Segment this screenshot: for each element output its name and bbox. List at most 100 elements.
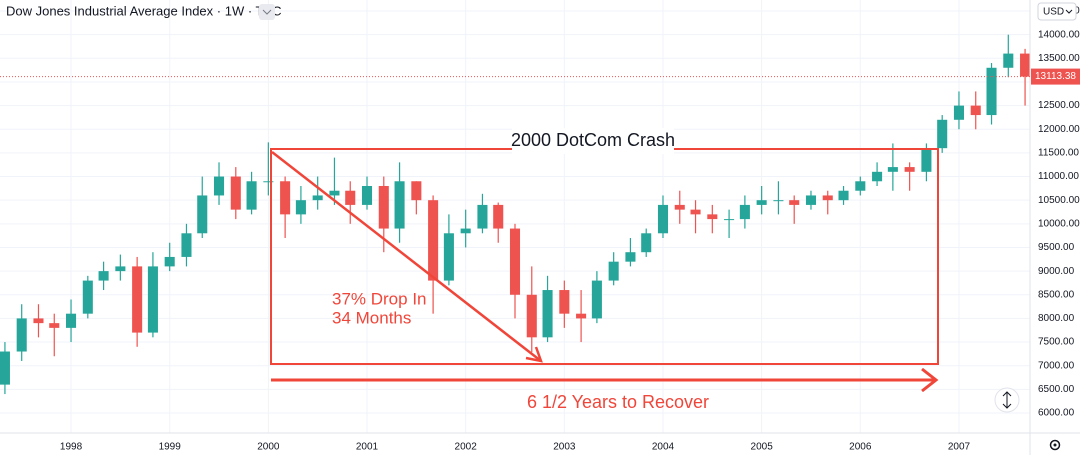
settings-button[interactable] xyxy=(1049,439,1061,451)
annotation-title: 2000 DotCom Crash xyxy=(511,130,675,150)
x-tick-label: 2000 xyxy=(257,442,280,453)
candle-body xyxy=(33,318,44,324)
x-tick-label: 2003 xyxy=(553,442,576,453)
candle-body xyxy=(443,233,454,281)
candle-body xyxy=(690,209,701,215)
chart-title: Dow Jones Industrial Average Index · 1W … xyxy=(6,3,282,18)
currency-caret xyxy=(1065,9,1073,14)
candle-body xyxy=(428,200,439,281)
candle-body xyxy=(904,167,915,172)
y-tick-label: 11000.00 xyxy=(1038,171,1079,182)
y-tick-label: 10000.00 xyxy=(1038,218,1080,229)
x-tick-label: 2007 xyxy=(948,442,971,453)
candle-body xyxy=(789,200,800,205)
x-tick-label: 2004 xyxy=(652,442,675,453)
candle-body xyxy=(838,190,849,201)
currency-button[interactable] xyxy=(1037,2,1077,21)
candle-body xyxy=(641,233,652,253)
candle-body xyxy=(49,323,60,328)
candle-body xyxy=(608,261,619,281)
candle-body xyxy=(872,171,883,182)
candle-body xyxy=(263,181,274,183)
candle-body xyxy=(164,256,175,267)
candle-body xyxy=(394,181,405,229)
candle-body xyxy=(460,228,471,234)
candle-body xyxy=(739,204,750,220)
candle-body xyxy=(1020,53,1031,77)
drop-arrowhead xyxy=(525,346,543,363)
candle-body xyxy=(657,204,669,234)
y-tick-label: 8500.00 xyxy=(1038,289,1075,300)
y-tick-label: 10500.00 xyxy=(1038,195,1080,206)
x-tick-label: 2005 xyxy=(751,442,774,453)
candle-body xyxy=(213,176,225,196)
candle-body xyxy=(230,176,241,210)
candle-body xyxy=(16,318,27,352)
y-tick-label: 9500.00 xyxy=(1038,242,1075,253)
candle-body xyxy=(773,200,784,202)
candle-body xyxy=(576,313,587,319)
annotation-months: 34 Months xyxy=(332,308,411,327)
currency: USD xyxy=(1043,7,1064,18)
settings-dot xyxy=(1053,443,1057,447)
annotation-recovery: 6 1/2 Years to Recover xyxy=(527,392,709,412)
candle-body xyxy=(724,219,735,221)
candle-body xyxy=(98,271,109,281)
candle-body xyxy=(822,195,833,201)
candle-body xyxy=(921,148,932,172)
candle-body xyxy=(493,204,504,229)
candle-body xyxy=(855,181,866,191)
y-tick-label: 12500.00 xyxy=(1038,100,1080,111)
y-tick-label: 11500.00 xyxy=(1038,148,1079,159)
recovery-arrowhead xyxy=(921,367,939,393)
y-tick-label: 13500.00 xyxy=(1038,53,1080,64)
candles xyxy=(0,34,1031,395)
y-tick-label: 14000.00 xyxy=(1038,29,1080,40)
y-tick-label: 8000.00 xyxy=(1038,313,1075,324)
candle-body xyxy=(82,280,93,314)
annotation-drop: 37% Drop In xyxy=(332,289,427,308)
price-tag: 13113.38 xyxy=(0,68,1080,85)
candle-body xyxy=(197,195,208,234)
x-tick-label: 2001 xyxy=(356,442,379,453)
candle-body xyxy=(378,185,389,229)
crash-box xyxy=(270,148,939,365)
x-tick-label: 2006 xyxy=(849,442,872,453)
scroll-icon xyxy=(1002,391,1012,409)
collapse-icon xyxy=(262,9,272,15)
y-tick-label: 9000.00 xyxy=(1038,266,1075,277)
candle-body xyxy=(345,190,356,205)
candle-body xyxy=(542,290,553,338)
candle-body xyxy=(674,204,685,210)
y-tick-label: 7500.00 xyxy=(1038,337,1075,348)
y-tick-label: 6000.00 xyxy=(1038,408,1075,419)
candle-body xyxy=(361,185,373,205)
candle-body xyxy=(246,181,257,210)
candle-body xyxy=(1003,53,1014,68)
candle-body xyxy=(756,200,767,205)
grid xyxy=(0,0,1030,433)
x-tick-label: 2002 xyxy=(455,442,478,453)
candle-body xyxy=(411,181,422,201)
candle-body xyxy=(937,119,948,149)
candle-body xyxy=(509,228,521,295)
last-price-box xyxy=(1031,68,1080,85)
collapse-button[interactable] xyxy=(259,4,275,20)
candle-body xyxy=(887,167,898,172)
candle-body xyxy=(805,195,817,205)
candle-body xyxy=(625,252,636,262)
y-tick-label: 7000.00 xyxy=(1038,360,1075,371)
candle-body xyxy=(526,294,537,338)
candle-body xyxy=(329,190,340,196)
candle-body xyxy=(115,266,126,272)
candle-body xyxy=(312,195,323,201)
drop-line xyxy=(271,151,542,362)
candle-body xyxy=(477,204,488,229)
y-tick-label: 12000.00 xyxy=(1038,124,1080,135)
candle-body xyxy=(0,351,10,385)
candle-body xyxy=(986,67,997,116)
title-backdrop xyxy=(512,128,674,154)
x-tick-label: 1999 xyxy=(159,442,182,453)
candle-body xyxy=(295,200,306,215)
